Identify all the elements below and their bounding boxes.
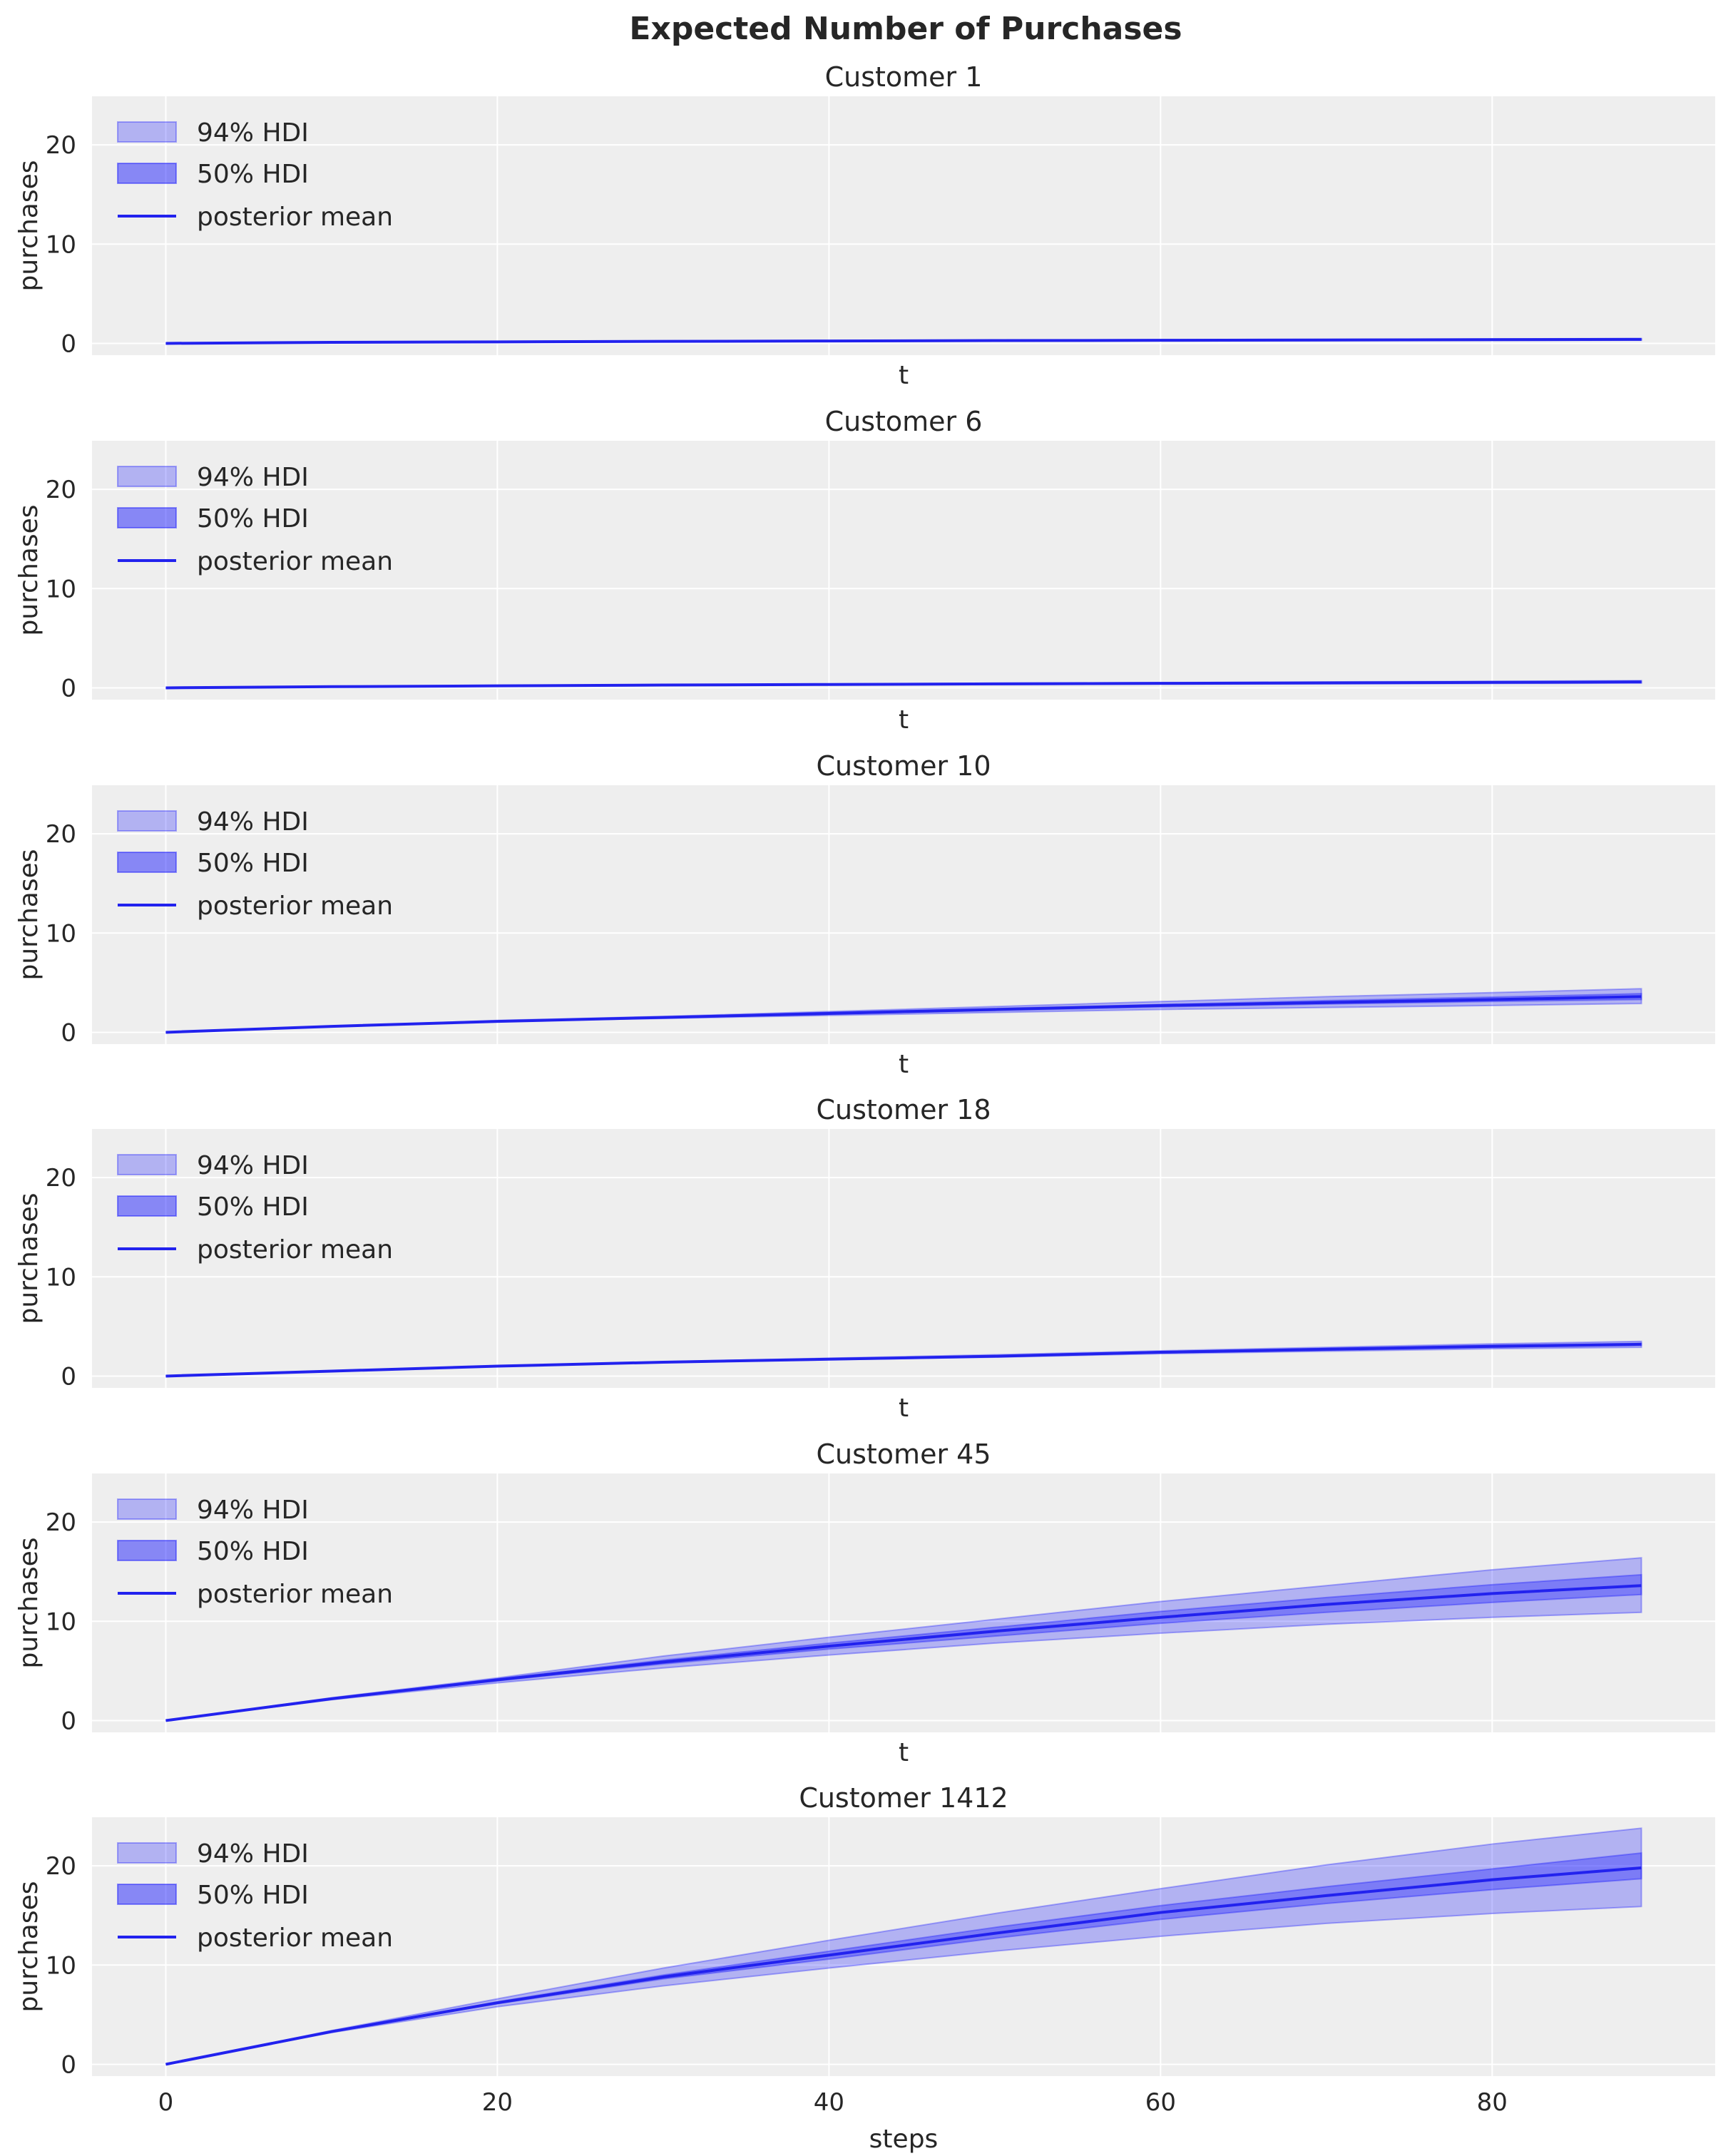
legend-label: posterior mean <box>197 1923 393 1953</box>
y-tick-label: 0 <box>61 1707 76 1735</box>
legend-label: 50% HDI <box>197 1881 309 1910</box>
x-tick-label: 40 <box>814 2088 844 2117</box>
legend-swatch-hdi-50 <box>117 507 177 528</box>
panel-title: Customer 6 <box>825 406 983 437</box>
legend: 94% HDI 50% HDI posterior mean <box>117 118 393 232</box>
legend: 94% HDI 50% HDI posterior mean <box>117 1151 393 1265</box>
panel-title: Customer 1 <box>825 61 983 93</box>
y-tick-label: 10 <box>46 1263 76 1292</box>
legend-label: posterior mean <box>197 891 393 921</box>
legend-swatch-hdi-50 <box>117 852 177 873</box>
legend-swatch-hdi-94 <box>117 466 177 487</box>
legend-swatch-hdi-94 <box>117 121 177 143</box>
y-tick-label: 20 <box>46 131 76 160</box>
plot-area <box>92 1129 1715 1388</box>
legend-label: 94% HDI <box>197 1496 309 1525</box>
legend: 94% HDI 50% HDI posterior mean <box>117 463 393 576</box>
panel-3: 0 10 20 94% HDI 50% HDI posterior mean Custome… <box>14 750 1715 1079</box>
plot-area <box>92 441 1715 700</box>
legend-label: 50% HDI <box>197 160 309 189</box>
y-tick-label: 0 <box>61 674 76 703</box>
legend: 94% HDI 50% HDI posterior mean <box>117 1496 393 1609</box>
legend-label: 94% HDI <box>197 463 309 492</box>
legend-swatch-hdi-50 <box>117 163 177 184</box>
legend-label: posterior mean <box>197 1235 393 1265</box>
posterior-mean-line <box>165 1342 1642 1378</box>
y-tick-label: 20 <box>46 1508 76 1537</box>
y-axis-label: purchases <box>14 504 44 635</box>
posterior-mean-line <box>165 995 1642 1034</box>
x-tick-label: 0 <box>158 2088 174 2117</box>
plot-area <box>92 96 1715 355</box>
y-tick-label: 0 <box>61 2050 76 2079</box>
panel-title: Customer 10 <box>816 750 991 782</box>
y-axis-label: purchases <box>14 1537 44 1668</box>
panel-title: Customer 1412 <box>799 1782 1008 1814</box>
x-axis-label: t <box>899 1738 909 1767</box>
legend-swatch-hdi-50 <box>117 1884 177 1905</box>
x-axis-label: t <box>899 1050 909 1079</box>
legend-label: posterior mean <box>197 203 393 232</box>
y-tick-label: 20 <box>46 1852 76 1881</box>
x-tick-label: 20 <box>482 2088 513 2117</box>
x-axis-label: t <box>899 1394 909 1423</box>
legend-label: 94% HDI <box>197 118 309 148</box>
legend-label: posterior mean <box>197 547 393 576</box>
panel-4: 0 10 20 94% HDI 50% HDI posterior mean Custome… <box>14 1094 1715 1423</box>
panel-6: 0 10 20 0 20 40 60 80 94% HDI 50% HDI posterior me… <box>14 1782 1715 2154</box>
y-tick-label: 10 <box>46 919 76 948</box>
legend-label: 50% HDI <box>197 1192 309 1222</box>
legend-label: posterior mean <box>197 1580 393 1609</box>
legend-label: 94% HDI <box>197 807 309 837</box>
x-tick-label: 80 <box>1477 2088 1508 2117</box>
posterior-mean-line <box>165 1866 1642 2066</box>
panel-title: Customer 45 <box>816 1439 991 1470</box>
panel-1: 0 10 20 94% HDI 50% HDI posterior mean Custome… <box>14 61 1715 390</box>
figure-title: Expected Number of Purchases <box>629 11 1182 47</box>
panel-2: 0 10 20 94% HDI 50% HDI posterior mean Custome… <box>14 406 1715 735</box>
x-tick-label: 60 <box>1145 2088 1176 2117</box>
y-tick-label: 10 <box>46 575 76 603</box>
y-axis-label: purchases <box>14 1881 44 2012</box>
panel-title: Customer 18 <box>816 1094 991 1125</box>
legend-swatch-hdi-50 <box>117 1195 177 1217</box>
y-tick-label: 0 <box>61 1362 76 1391</box>
y-tick-label: 20 <box>46 1164 76 1192</box>
legend-label: 50% HDI <box>197 849 309 878</box>
panel-5: 0 10 20 94% HDI 50% HDI posterior mean Custome… <box>14 1439 1715 1767</box>
x-axis-label: t <box>899 361 909 390</box>
posterior-mean-line <box>165 1584 1642 1722</box>
hdi-50-band <box>165 1851 1642 2065</box>
y-tick-label: 20 <box>46 820 76 849</box>
legend-label: 50% HDI <box>197 504 309 533</box>
y-tick-label: 10 <box>46 1608 76 1636</box>
legend-swatch-hdi-94 <box>117 1498 177 1520</box>
legend-label: 94% HDI <box>197 1839 309 1869</box>
y-axis-label: purchases <box>14 849 44 980</box>
legend-swatch-hdi-94 <box>117 1154 177 1175</box>
x-axis-label: t <box>899 705 909 735</box>
legend-label: 94% HDI <box>197 1151 309 1180</box>
y-tick-label: 0 <box>61 329 76 358</box>
y-tick-label: 0 <box>61 1018 76 1047</box>
legend-label: 50% HDI <box>197 1537 309 1566</box>
legend-swatch-hdi-94 <box>117 810 177 832</box>
hdi-50-band <box>165 1573 1642 1722</box>
y-tick-label: 10 <box>46 1951 76 1980</box>
plot-area <box>92 1473 1715 1732</box>
legend-swatch-hdi-50 <box>117 1540 177 1561</box>
y-axis-label: purchases <box>14 160 44 291</box>
legend: 94% HDI 50% HDI posterior mean <box>117 807 393 921</box>
x-axis-label: steps <box>869 2125 939 2154</box>
legend: 94% HDI 50% HDI posterior mean <box>117 1839 393 1953</box>
legend-swatch-hdi-94 <box>117 1842 177 1864</box>
posterior-mean-line <box>165 337 1642 345</box>
y-tick-label: 10 <box>46 230 76 259</box>
y-axis-label: purchases <box>14 1192 44 1324</box>
posterior-mean-line <box>165 680 1642 690</box>
y-tick-label: 20 <box>46 476 76 504</box>
